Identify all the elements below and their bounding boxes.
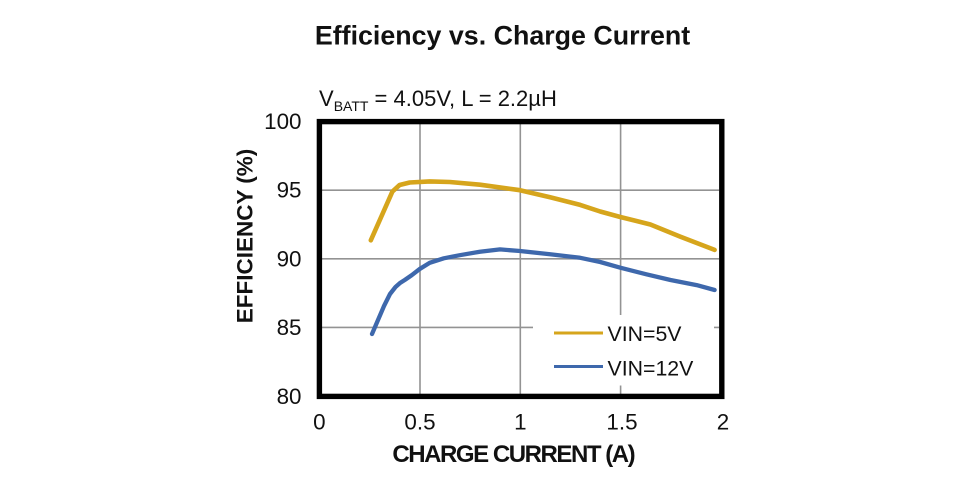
svg-text:2: 2 bbox=[717, 410, 729, 435]
svg-text:0.5: 0.5 bbox=[404, 410, 435, 435]
svg-text:CHARGE CURRENT (A): CHARGE CURRENT (A) bbox=[392, 441, 634, 468]
svg-text:1.5: 1.5 bbox=[606, 410, 637, 435]
svg-text:95: 95 bbox=[277, 178, 302, 203]
svg-text:100: 100 bbox=[264, 109, 301, 134]
svg-text:1: 1 bbox=[514, 410, 526, 435]
svg-text:90: 90 bbox=[277, 246, 302, 271]
svg-text:0: 0 bbox=[313, 410, 325, 435]
svg-text:VIN=12V: VIN=12V bbox=[608, 356, 695, 380]
svg-text:Efficiency vs. Charge Current: Efficiency vs. Charge Current bbox=[315, 21, 690, 51]
svg-text:EFFICIENCY (%): EFFICIENCY (%) bbox=[232, 149, 257, 324]
svg-text:VIN=5V: VIN=5V bbox=[608, 322, 683, 346]
svg-text:80: 80 bbox=[277, 384, 302, 409]
svg-text:85: 85 bbox=[277, 315, 302, 340]
